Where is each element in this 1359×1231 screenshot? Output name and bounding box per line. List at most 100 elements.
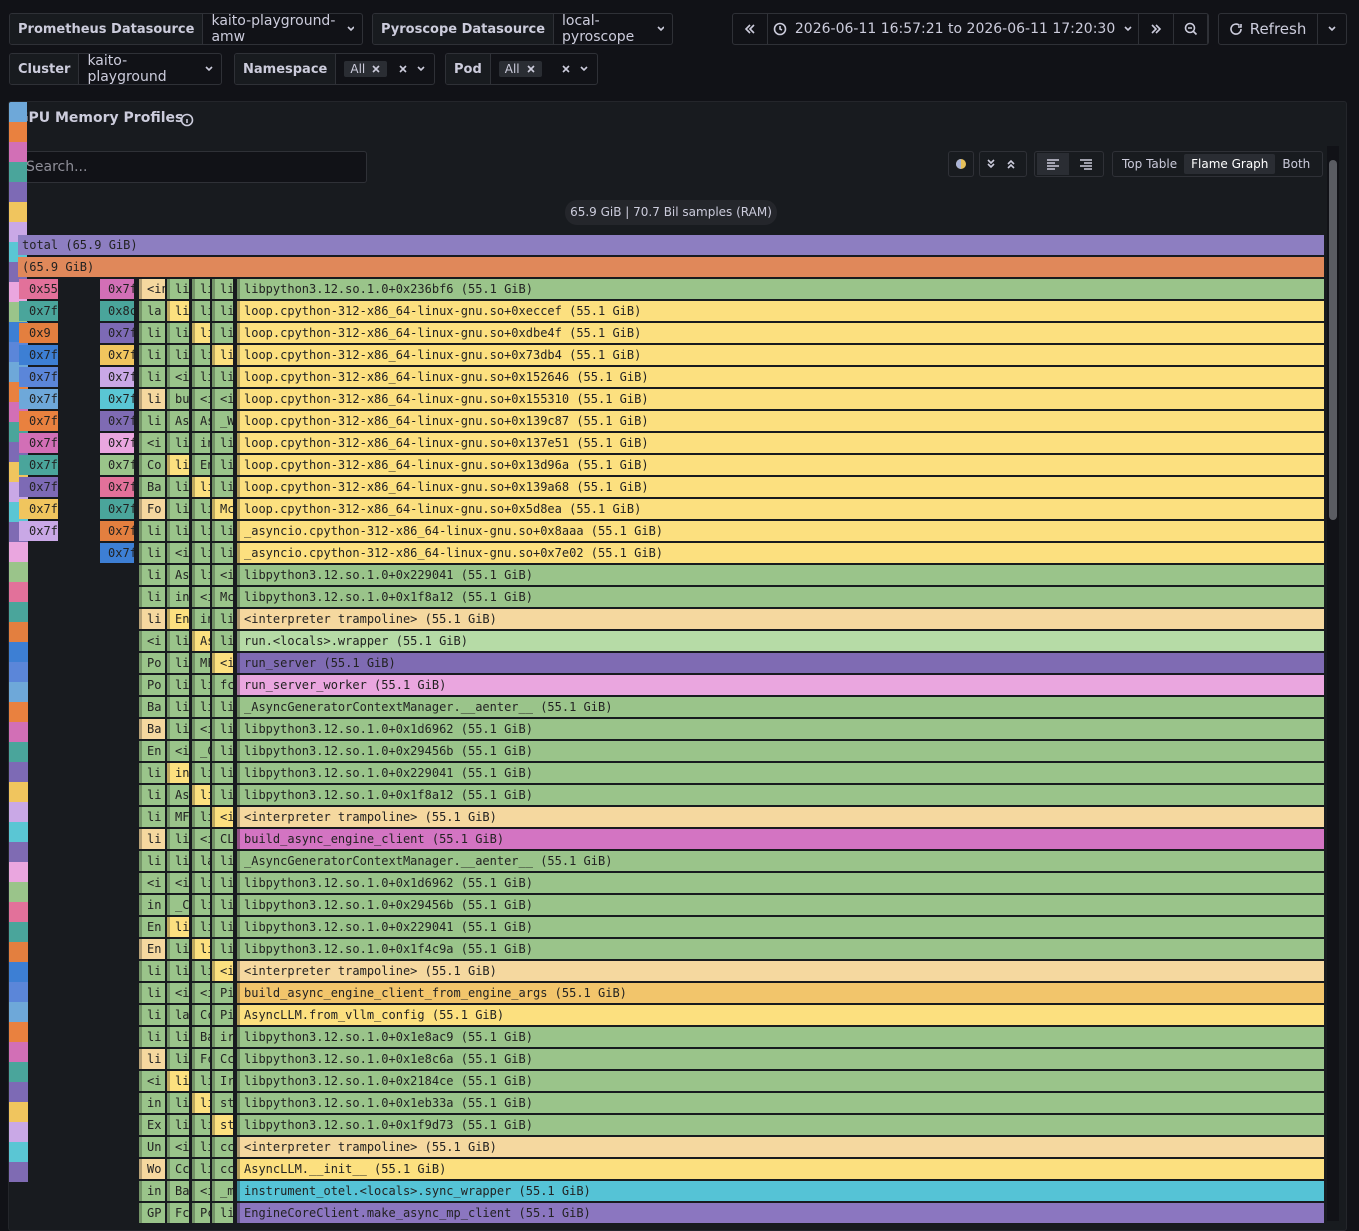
flame-bar[interactable] [9,1142,28,1162]
flame-bar[interactable]: li [212,345,233,365]
flame-bar[interactable]: li [139,1027,165,1047]
flame-bar[interactable]: <i [139,631,165,651]
flame-bar[interactable]: <i [192,587,210,607]
flame-bar[interactable]: li [192,785,210,805]
flame-bar[interactable]: fc [212,675,233,695]
flame-bar[interactable]: li [192,895,210,915]
flame-bar[interactable]: li [212,939,233,959]
flame-bar[interactable]: li [192,367,210,387]
flame-bar[interactable]: libpython3.12.so.1.0+0x1f8a12 (55.1 GiB) [237,785,1324,805]
flame-bar[interactable] [9,1102,28,1122]
refresh-dropdown[interactable] [1316,14,1346,44]
flame-bar[interactable]: li [167,631,189,651]
flame-bar[interactable] [9,702,28,722]
flame-bar[interactable]: 0x8c [100,301,134,321]
filter-value[interactable]: All [491,61,597,77]
flame-bar[interactable]: li [167,675,189,695]
flame-bar[interactable]: instrument_otel.<locals>.sync_wrapper (5… [237,1181,1324,1201]
flame-bar[interactable]: 0x7f [19,411,58,431]
flame-bar[interactable]: Co [139,455,165,475]
flame-bar[interactable]: li [167,1071,189,1091]
flame-bar[interactable]: li [167,1049,189,1069]
flame-bar[interactable]: in [139,1181,165,1201]
flame-bar[interactable]: 0x9 [19,323,58,343]
flame-bar[interactable]: 0x7f [100,521,134,541]
clear-icon[interactable] [526,64,536,74]
flame-bar[interactable]: li [139,345,165,365]
flame-bar[interactable]: MF [192,653,210,673]
flame-bar[interactable]: li [192,675,210,695]
flame-bar[interactable]: <i [167,1137,189,1157]
flame-bar[interactable]: li [212,543,233,563]
flame-bar[interactable]: <interpreter trampoline> (55.1 GiB) [237,609,1324,629]
flame-bar[interactable]: Po [139,653,165,673]
flame-bar[interactable]: loop.cpython-312-x86_64-linux-gnu.so+0x1… [237,477,1324,497]
flame-bar[interactable]: <i [192,983,210,1003]
flame-bar[interactable]: Mc [212,587,233,607]
flame-bar[interactable]: li [192,763,210,783]
flame-bar[interactable]: <i [212,389,233,409]
flame-bar[interactable] [9,842,28,862]
select-value[interactable]: kaito-playground-amw [203,14,362,44]
flame-bar[interactable]: li [167,279,189,299]
flame-bar[interactable]: li [192,499,210,519]
flame-bar[interactable] [9,942,28,962]
flame-bar[interactable]: 0x7f [19,389,58,409]
flame-bar[interactable]: 0x7f [100,389,134,409]
flame-bar[interactable]: li [139,565,165,585]
flame-bar[interactable] [9,862,28,882]
flame-bar[interactable]: libpython3.12.so.1.0+0x29456b (55.1 GiB) [237,895,1324,915]
flame-bar[interactable]: li [167,851,189,871]
flame-bar[interactable]: Cc [167,1159,189,1179]
flame-bar[interactable]: loop.cpython-312-x86_64-linux-gnu.so+0x1… [237,455,1324,475]
flame-bar[interactable] [9,822,28,842]
flame-bar[interactable]: libpython3.12.so.1.0+0x2184ce (55.1 GiB) [237,1071,1324,1091]
flame-bar[interactable]: Ba [139,477,165,497]
flame-bar[interactable]: MF [167,807,189,827]
flame-bar[interactable] [9,962,28,982]
flame-bar[interactable]: li [192,807,210,827]
flame-bar[interactable]: li [212,279,233,299]
flame-bar[interactable] [9,602,28,622]
flame-bar[interactable]: <i [212,565,233,585]
flame-bar[interactable]: li [167,829,189,849]
shift-forward[interactable] [1139,14,1175,44]
flame-bar[interactable]: st [212,1093,233,1113]
flame-bar[interactable]: 0x7f [19,367,58,387]
filter-select[interactable]: Pod All [445,53,598,85]
view-option[interactable]: Both [1282,157,1311,171]
align-buttons[interactable] [1034,151,1104,177]
flame-bar[interactable]: li [167,323,189,343]
flame-bar[interactable]: li [212,323,233,343]
flame-bar[interactable]: loop.cpython-312-x86_64-linux-gnu.so+0x1… [237,389,1324,409]
flame-bar[interactable] [9,742,28,762]
flame-bar[interactable]: ir [212,1027,233,1047]
flame-bar[interactable]: build_async_engine_client (55.1 GiB) [237,829,1324,849]
flame-bar[interactable]: 0x7f [19,301,58,321]
flame-bar[interactable]: As [167,785,189,805]
flame-bar[interactable]: _C [192,741,210,761]
flame-bar[interactable]: Ba [192,1027,210,1047]
flame-bar[interactable]: li [212,521,233,541]
refresh-button[interactable]: Refresh [1218,13,1347,45]
flame-bar[interactable]: li [139,961,165,981]
flame-bar[interactable] [9,202,27,222]
flame-bar[interactable] [9,922,28,942]
flame-bar[interactable]: li [212,917,233,937]
flame-bar[interactable]: AsyncLLM.__init__ (55.1 GiB) [237,1159,1324,1179]
flame-bar[interactable]: run_server_worker (55.1 GiB) [237,675,1324,695]
flame-bar[interactable]: li [192,1159,210,1179]
flame-bar[interactable]: li [167,477,189,497]
flame-bar[interactable] [9,1122,28,1142]
flame-bar[interactable]: libpython3.12.so.1.0+0x229041 (55.1 GiB) [237,763,1324,783]
flame-bar[interactable]: _AsyncGeneratorContextManager.__aenter__… [237,697,1324,717]
flame-bar[interactable]: <i [167,741,189,761]
flame-bar[interactable]: li [167,653,189,673]
flame-bar[interactable]: <interpreter trampoline> (55.1 GiB) [237,807,1324,827]
flame-bar[interactable]: Cc [212,1049,233,1069]
flame-bar[interactable]: li [139,1005,165,1025]
flame-bar[interactable]: li [212,873,233,893]
time-range[interactable]: 2026-06-11 16:57:21 to 2026-06-11 17:20:… [768,14,1140,44]
flame-bar[interactable]: li [212,631,233,651]
flame-bar[interactable]: <i [192,389,210,409]
